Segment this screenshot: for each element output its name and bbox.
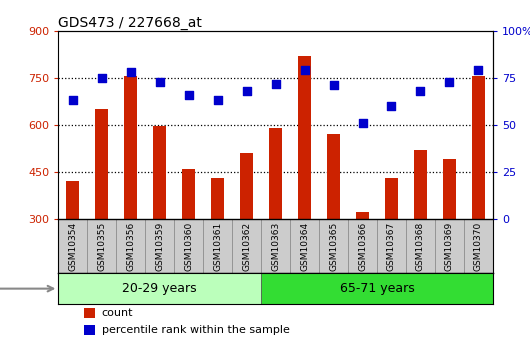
- Text: GSM10359: GSM10359: [155, 221, 164, 270]
- Bar: [290, 219, 319, 273]
- Bar: [124, 76, 137, 219]
- Text: GSM10360: GSM10360: [184, 221, 193, 270]
- Bar: [58, 273, 261, 304]
- Text: count: count: [102, 308, 133, 318]
- Bar: [327, 134, 340, 219]
- Bar: [269, 128, 282, 219]
- Text: GSM10355: GSM10355: [98, 221, 106, 270]
- Bar: [261, 219, 290, 273]
- Bar: [203, 219, 232, 273]
- Bar: [261, 273, 493, 304]
- Bar: [211, 178, 224, 219]
- Bar: [182, 169, 195, 219]
- Bar: [84, 325, 95, 335]
- Bar: [232, 219, 261, 273]
- Point: [445, 79, 454, 85]
- Bar: [443, 159, 456, 219]
- Bar: [153, 126, 166, 219]
- Bar: [406, 219, 435, 273]
- Point: [474, 68, 483, 73]
- Text: GSM10368: GSM10368: [416, 221, 425, 270]
- Text: GSM10356: GSM10356: [126, 221, 135, 270]
- Bar: [472, 76, 485, 219]
- Point: [214, 98, 222, 103]
- Point: [68, 98, 77, 103]
- Point: [301, 68, 309, 73]
- Text: GSM10361: GSM10361: [213, 221, 222, 270]
- Point: [329, 83, 338, 88]
- Point: [184, 92, 193, 98]
- Bar: [435, 219, 464, 273]
- Point: [98, 75, 106, 81]
- Text: GSM10367: GSM10367: [387, 221, 396, 270]
- Point: [387, 104, 396, 109]
- Bar: [87, 219, 116, 273]
- Text: GDS473 / 227668_at: GDS473 / 227668_at: [58, 16, 202, 30]
- Point: [127, 70, 135, 75]
- Bar: [66, 181, 80, 219]
- Bar: [95, 109, 108, 219]
- Bar: [464, 219, 493, 273]
- Point: [242, 88, 251, 94]
- Bar: [356, 213, 369, 219]
- Bar: [116, 219, 145, 273]
- Point: [416, 88, 425, 94]
- Bar: [385, 178, 398, 219]
- Text: GSM10362: GSM10362: [242, 221, 251, 270]
- Bar: [319, 219, 348, 273]
- Text: GSM10369: GSM10369: [445, 221, 454, 270]
- Bar: [348, 219, 377, 273]
- Text: GSM10354: GSM10354: [68, 221, 77, 270]
- Point: [155, 79, 164, 85]
- Bar: [58, 219, 87, 273]
- Bar: [298, 56, 311, 219]
- Text: GSM10363: GSM10363: [271, 221, 280, 270]
- Text: GSM10365: GSM10365: [329, 221, 338, 270]
- Bar: [414, 150, 427, 219]
- Bar: [174, 219, 203, 273]
- Bar: [84, 308, 95, 318]
- Text: GSM10370: GSM10370: [474, 221, 483, 270]
- Text: 65-71 years: 65-71 years: [340, 282, 414, 295]
- Text: 20-29 years: 20-29 years: [122, 282, 197, 295]
- Bar: [145, 219, 174, 273]
- Bar: [240, 153, 253, 219]
- Point: [271, 81, 280, 86]
- Text: GSM10364: GSM10364: [300, 221, 309, 270]
- Text: GSM10366: GSM10366: [358, 221, 367, 270]
- Point: [358, 120, 367, 126]
- Bar: [377, 219, 406, 273]
- Text: percentile rank within the sample: percentile rank within the sample: [102, 325, 289, 335]
